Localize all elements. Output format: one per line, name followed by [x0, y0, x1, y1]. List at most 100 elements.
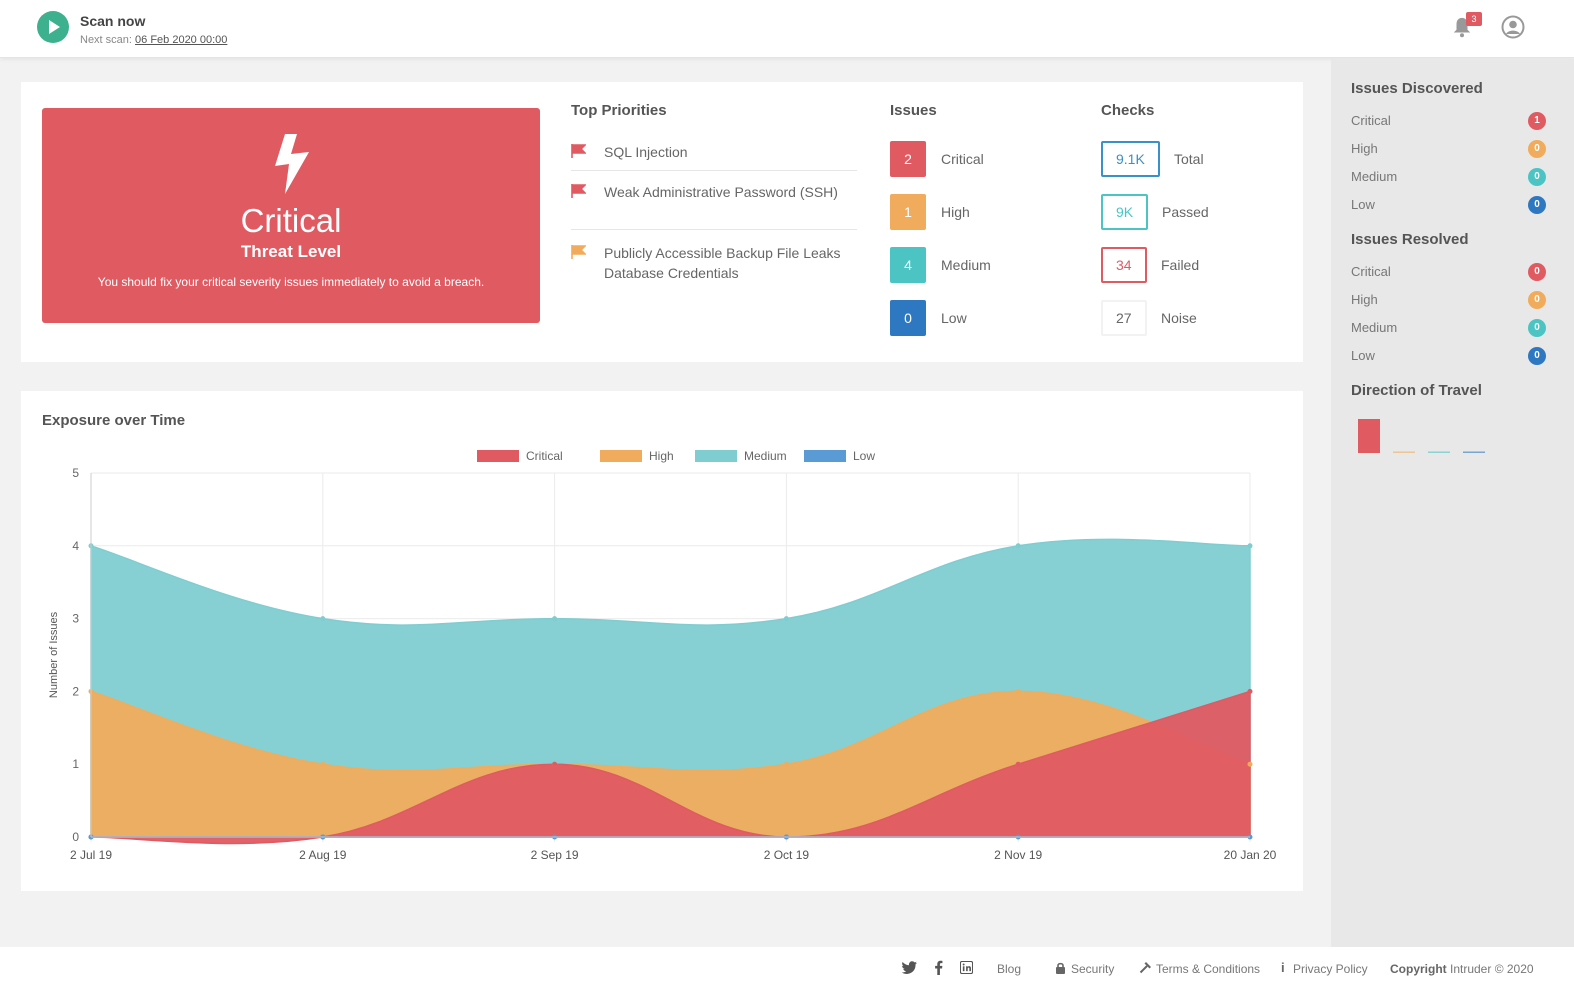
direction-bar-critical — [1358, 419, 1380, 453]
chart-points — [88, 543, 1253, 840]
issue-label: High — [941, 204, 970, 220]
page-footer: Blog Security Terms & Conditions i Priva… — [0, 947, 1574, 990]
legend-label-medium: Medium — [744, 449, 787, 463]
flag-icon — [571, 144, 586, 158]
issue-count-critical: 2 — [890, 141, 926, 177]
row-label: Critical — [1351, 264, 1391, 279]
point-critical — [1247, 688, 1253, 694]
threat-level-panel: Critical Threat Level You should fix you… — [42, 108, 540, 323]
legend-label-critical: Critical — [526, 449, 563, 463]
right-sidebar: Issues Discovered Critical 1 High 0 Medi… — [1331, 59, 1574, 947]
row-label: Medium — [1351, 320, 1398, 335]
point-high — [1015, 688, 1021, 694]
discovered-row-high: High 0 — [1351, 138, 1546, 160]
footer-blog-link[interactable]: Blog — [997, 962, 1022, 976]
threat-level-value: Critical — [240, 202, 342, 239]
point-high — [320, 761, 326, 767]
chart-axes: 0 1 2 3 4 5 2 Jul 19 2 Aug 19 2 Sep 19 2 Oct 19 2 … — [48, 466, 1277, 862]
point-medium — [1247, 543, 1253, 549]
legend-label-high: High — [649, 449, 674, 463]
resolved-row-low: Low 0 — [1351, 345, 1546, 367]
chart-title: Exposure over Time — [42, 412, 186, 429]
facebook-icon[interactable] — [934, 960, 943, 975]
flag-icon — [571, 245, 586, 259]
y-tick-label: 0 — [72, 830, 79, 844]
issues-title: Issues — [890, 102, 937, 119]
count-badge: 0 — [1528, 347, 1546, 365]
user-account-icon[interactable] — [1501, 15, 1525, 39]
check-label: Passed — [1162, 204, 1209, 220]
priority-item[interactable]: Weak Administrative Password (SSH) — [571, 182, 857, 230]
lightning-bolt-icon — [275, 134, 309, 194]
summary-card: Critical Threat Level You should fix you… — [21, 82, 1303, 362]
top-header: Scan now Next scan: 06 Feb 2020 00:00 3 — [0, 0, 1574, 58]
footer-terms-link[interactable]: Terms & Conditions — [1156, 962, 1261, 976]
row-label: Low — [1351, 197, 1375, 212]
point-medium — [783, 616, 789, 622]
count-badge: 0 — [1528, 319, 1546, 337]
direction-bar-medium — [1428, 451, 1450, 453]
check-label: Failed — [1161, 257, 1200, 273]
scan-now-play-button[interactable] — [37, 11, 69, 43]
direction-of-travel-title: Direction of Travel — [1351, 382, 1482, 399]
issue-count-high: 1 — [890, 194, 926, 230]
scan-now-label[interactable]: Scan now — [80, 13, 146, 29]
y-axis-label: Number of Issues — [48, 611, 60, 698]
direction-bar-low — [1463, 451, 1485, 453]
area-critical — [90, 690, 1251, 845]
x-tick-label: 20 Jan 20 — [1224, 848, 1277, 862]
discovered-row-critical: Critical 1 — [1351, 110, 1546, 132]
footer-copyright-text: Intruder © 2020 — [1450, 962, 1534, 976]
issues-discovered-title: Issues Discovered — [1351, 80, 1483, 97]
point-high — [1247, 761, 1253, 767]
legend-swatch-critical — [477, 450, 519, 462]
row-label: High — [1351, 141, 1378, 156]
twitter-icon[interactable] — [902, 961, 917, 974]
x-tick-label: 2 Oct 19 — [764, 848, 810, 862]
count-badge: 1 — [1528, 112, 1546, 130]
issue-label: Critical — [941, 151, 984, 167]
count-badge: 0 — [1528, 140, 1546, 158]
discovered-row-low: Low 0 — [1351, 194, 1546, 216]
chart-legend: Critical High Medium Low — [477, 449, 875, 463]
issue-label: Medium — [941, 257, 991, 273]
footer-privacy-link[interactable]: Privacy Policy — [1293, 962, 1368, 976]
gavel-icon — [1139, 962, 1151, 974]
checks-title: Checks — [1101, 102, 1155, 119]
priority-text: SQL Injection — [604, 144, 688, 160]
next-scan-date-link[interactable]: 06 Feb 2020 00:00 — [135, 34, 228, 46]
exposure-area-chart: 0 1 2 3 4 5 2 Jul 19 2 Aug 19 2 Sep 19 2 Oct 19 2 … — [48, 449, 1277, 862]
x-tick-label: 2 Nov 19 — [994, 848, 1042, 862]
y-tick-label: 4 — [72, 539, 79, 553]
next-scan-info: Next scan: 06 Feb 2020 00:00 — [80, 34, 227, 46]
issue-count-low: 0 — [890, 300, 926, 336]
count-badge: 0 — [1528, 196, 1546, 214]
direction-of-travel-chart — [1358, 419, 1485, 453]
resolved-row-medium: Medium 0 — [1351, 317, 1546, 339]
footer-security-link[interactable]: Security — [1071, 962, 1115, 976]
check-label: Total — [1174, 151, 1204, 167]
priority-item[interactable]: SQL Injection — [571, 142, 857, 171]
x-tick-label: 2 Jul 19 — [70, 848, 112, 862]
linkedin-icon[interactable] — [960, 961, 973, 974]
row-label: Low — [1351, 348, 1375, 363]
check-value-noise: 27 — [1101, 300, 1147, 336]
issue-label: Low — [941, 310, 967, 326]
x-tick-label: 2 Sep 19 — [531, 848, 579, 862]
resolved-row-high: High 0 — [1351, 289, 1546, 311]
y-tick-label: 2 — [72, 684, 79, 698]
row-label: Critical — [1351, 113, 1391, 128]
legend-swatch-high — [600, 450, 642, 462]
issue-count-medium: 4 — [890, 247, 926, 283]
check-value-failed: 34 — [1101, 247, 1147, 283]
lock-icon — [1056, 962, 1065, 974]
count-badge: 0 — [1528, 168, 1546, 186]
y-tick-label: 1 — [72, 757, 79, 771]
threat-level-label: Threat Level — [240, 242, 342, 261]
y-tick-label: 3 — [72, 612, 79, 626]
priority-item[interactable]: Publicly Accessible Backup File Leaks Da… — [571, 243, 857, 291]
count-badge: 0 — [1528, 291, 1546, 309]
next-scan-label: Next scan: — [80, 34, 132, 46]
y-tick-label: 5 — [72, 466, 79, 480]
notification-badge: 3 — [1466, 12, 1482, 26]
